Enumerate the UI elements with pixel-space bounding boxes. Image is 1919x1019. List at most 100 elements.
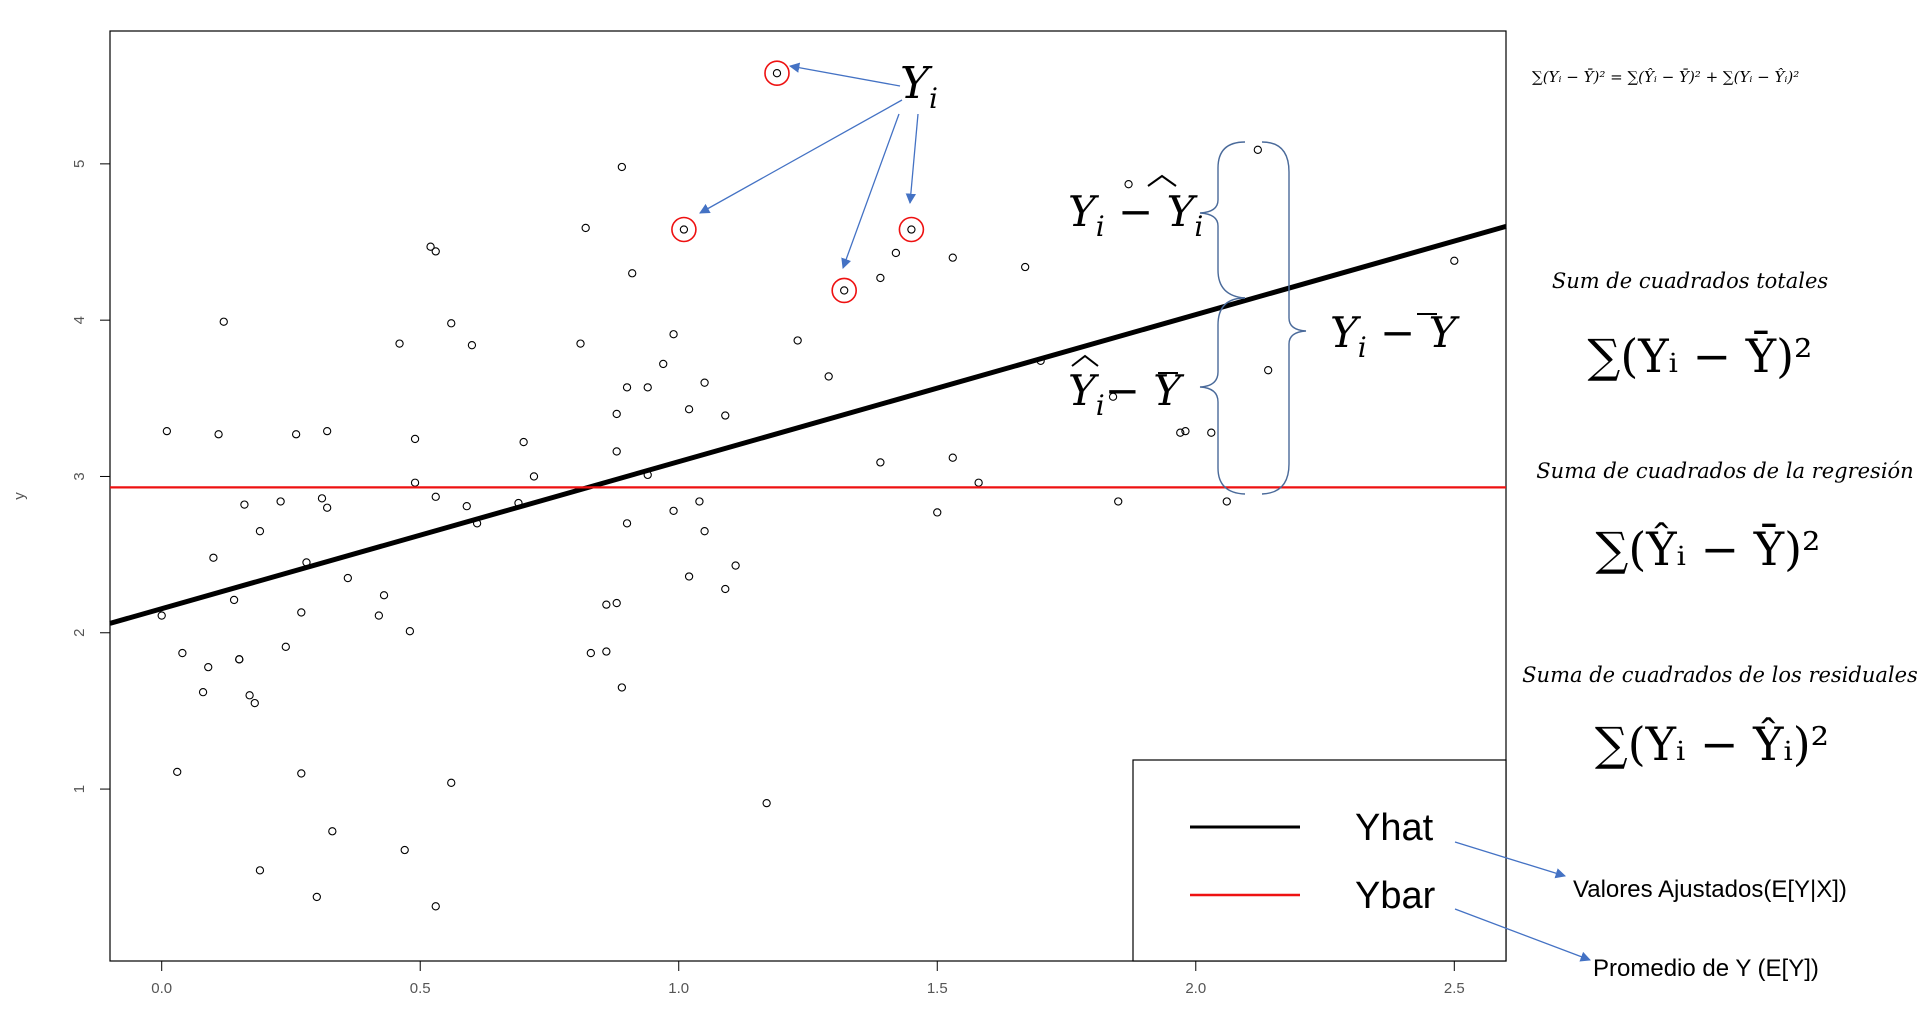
data-point (162, 426, 172, 436)
data-point (343, 573, 352, 583)
data-point (431, 492, 440, 501)
arrow-yi-4 (905, 113, 919, 205)
data-point (762, 798, 771, 808)
y-axis: 1 2 3 4 5 (71, 160, 110, 793)
y-tick-label: 4 (71, 316, 88, 324)
data-point (1264, 366, 1273, 375)
data-point (602, 600, 611, 609)
data-point (700, 527, 709, 536)
data-point (669, 506, 678, 515)
brace-regression (1199, 297, 1246, 495)
brace-residual (1199, 141, 1246, 299)
top-formula: ∑(Yᵢ − Ȳ)² = ∑(Ŷᵢ − Ȳ)² + ∑(Yᵢ − Ŷᵢ)² (1532, 68, 1799, 86)
data-point (395, 339, 404, 348)
x-tick-label: 2.0 (1185, 980, 1206, 997)
data-point (204, 663, 213, 672)
data-point (229, 595, 239, 605)
data-point (1124, 180, 1133, 189)
regression-lines (109, 223, 1507, 626)
data-point (235, 655, 244, 664)
data-point (721, 584, 730, 594)
data-point (276, 497, 285, 506)
data-point (586, 648, 595, 658)
data-point (628, 269, 637, 278)
data-point (297, 608, 306, 617)
data-point (431, 247, 440, 256)
data-point (684, 405, 694, 414)
data-point (323, 426, 332, 436)
residual-label: Yi − Yi (1068, 187, 1203, 243)
data-point (933, 508, 942, 517)
data-point (876, 273, 885, 283)
data-point (447, 778, 456, 787)
data-point (684, 572, 694, 581)
data-point (1207, 428, 1216, 437)
legend-arrows (1454, 841, 1591, 962)
data-point (1176, 428, 1185, 437)
data-point (643, 383, 652, 392)
y-axis-label: y (11, 492, 28, 500)
regression-hat-mark (1071, 354, 1099, 367)
scatter-points (157, 69, 1459, 911)
data-point (173, 767, 182, 777)
data-point (622, 383, 632, 392)
data-point (214, 430, 223, 439)
data-point (255, 866, 265, 875)
legend-label-yhat: Yhat (1355, 807, 1434, 849)
data-point (840, 286, 849, 295)
data-point (576, 339, 585, 348)
regression-label: Yi− Y (1068, 366, 1185, 422)
data-point (974, 478, 983, 487)
data-point (622, 519, 632, 528)
data-point (1450, 256, 1459, 265)
data-point (431, 902, 440, 911)
fitted-note: Valores Ajustados(E[Y|X]) (1573, 876, 1847, 903)
data-point (519, 437, 528, 447)
data-point (612, 447, 621, 456)
data-point (178, 648, 187, 658)
data-point (612, 409, 621, 419)
data-point (426, 242, 435, 251)
plot-frame (109, 30, 1507, 962)
data-point (659, 359, 668, 369)
data-point (602, 647, 611, 656)
data-point (467, 341, 477, 350)
data-point (240, 500, 249, 509)
braces (1199, 141, 1307, 495)
data-point (400, 845, 409, 855)
data-point (281, 642, 290, 651)
sse-formula: ∑(Yᵢ − Ŷᵢ)² (1595, 716, 1829, 771)
legend: Yhat Ybar (1132, 759, 1507, 962)
data-point (462, 502, 471, 511)
data-point (793, 336, 802, 345)
data-point (447, 319, 456, 328)
data-point (948, 253, 957, 262)
data-point (1222, 497, 1231, 506)
data-point (581, 223, 590, 233)
arrow-fitted (1454, 841, 1566, 879)
data-point (410, 478, 420, 487)
data-point (907, 225, 916, 234)
data-point (250, 698, 259, 708)
data-point (700, 378, 709, 387)
data-point (948, 453, 957, 462)
data-point (772, 69, 782, 78)
legend-box (1132, 759, 1507, 962)
residual-hat-mark (1147, 174, 1177, 187)
highlight-ring (671, 216, 697, 243)
sse-title: Suma de cuadrados de los residuales (1522, 663, 1918, 687)
data-point (721, 411, 730, 420)
data-point (312, 892, 321, 902)
data-point (695, 497, 704, 506)
highlighted-points (671, 60, 925, 304)
highlight-ring (764, 60, 790, 87)
x-tick-label: 1.0 (668, 980, 689, 997)
ssr-title: Suma de cuadrados de la regresión (1536, 459, 1913, 483)
arrow-yi-2 (699, 99, 903, 214)
y-tick-label: 5 (71, 160, 88, 168)
series-line-yhat (109, 223, 1507, 626)
data-point (824, 372, 833, 381)
brace-total (1261, 141, 1307, 495)
data-point (1253, 145, 1262, 154)
y-tick-label: 1 (71, 785, 88, 793)
